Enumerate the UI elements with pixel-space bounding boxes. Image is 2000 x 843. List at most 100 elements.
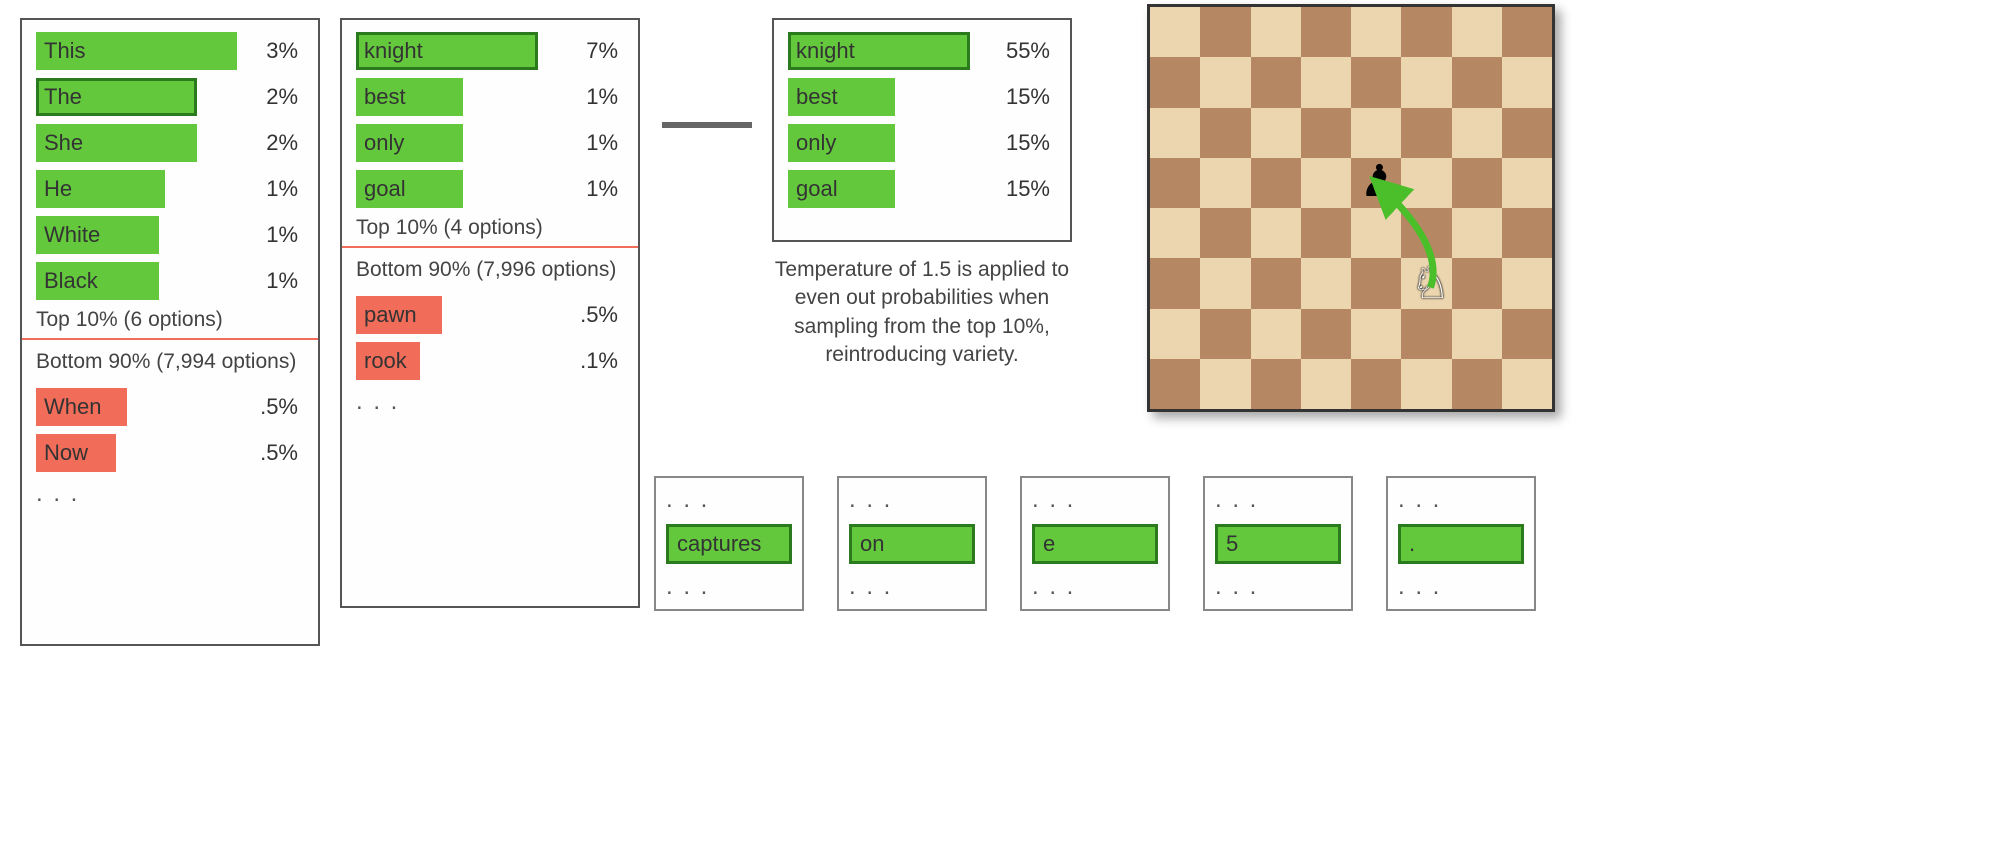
bar-label: best bbox=[788, 78, 895, 116]
chess-square bbox=[1502, 258, 1552, 308]
chess-square bbox=[1351, 108, 1401, 158]
chess-square bbox=[1351, 359, 1401, 409]
bar-row: only15% bbox=[788, 124, 1056, 162]
chess-square bbox=[1200, 7, 1250, 57]
chess-square bbox=[1452, 57, 1502, 107]
chess-square bbox=[1452, 158, 1502, 208]
chess-square bbox=[1452, 208, 1502, 258]
bar-row: knight7% bbox=[356, 32, 624, 70]
chess-square bbox=[1301, 158, 1351, 208]
chess-piece: ♟ bbox=[1354, 160, 1406, 212]
bar-label: knight bbox=[788, 32, 970, 70]
ellipsis: . . . bbox=[1398, 573, 1524, 601]
chess-square bbox=[1150, 258, 1200, 308]
chess-square bbox=[1251, 108, 1301, 158]
chess-square bbox=[1301, 57, 1351, 107]
bar-pct: 7% bbox=[586, 38, 618, 64]
chess-square bbox=[1452, 258, 1502, 308]
bar-row: White 1% bbox=[36, 216, 304, 254]
ellipsis: . . . bbox=[849, 573, 975, 601]
chess-square bbox=[1200, 309, 1250, 359]
top-pct-label: Top 10% (4 options) bbox=[356, 216, 624, 240]
probability-panel-1: This3%The2%She2%He1%White1%Black1%Top 10… bbox=[20, 18, 320, 646]
chess-square bbox=[1251, 208, 1301, 258]
bar-label: Black bbox=[36, 262, 159, 300]
token-label: on bbox=[849, 524, 975, 564]
chess-square bbox=[1401, 158, 1451, 208]
chess-square bbox=[1251, 309, 1301, 359]
chess-square bbox=[1251, 7, 1301, 57]
bar-label: best bbox=[356, 78, 463, 116]
bar-label: pawn bbox=[356, 296, 442, 334]
token-card: . . .5. . . bbox=[1203, 476, 1353, 611]
bar-label: only bbox=[356, 124, 463, 162]
bar-row: best 15% bbox=[788, 78, 1056, 116]
bottom-pct-label: Bottom 90% (7,994 options) bbox=[36, 350, 304, 374]
chess-square bbox=[1351, 57, 1401, 107]
ellipsis: . . . bbox=[1215, 486, 1341, 514]
bar-pct: 1% bbox=[266, 176, 298, 202]
chess-square bbox=[1301, 258, 1351, 308]
chess-square bbox=[1251, 258, 1301, 308]
ellipsis: . . . bbox=[1398, 486, 1524, 514]
bar-pct: 2% bbox=[266, 84, 298, 110]
chess-square bbox=[1452, 7, 1502, 57]
chess-square bbox=[1401, 57, 1451, 107]
token-label: e bbox=[1032, 524, 1158, 564]
ellipsis: . . . bbox=[356, 388, 624, 416]
chess-square bbox=[1301, 359, 1351, 409]
arrow-connector bbox=[662, 122, 752, 128]
bar-pct: 1% bbox=[586, 84, 618, 110]
bar-pct: .5% bbox=[260, 394, 298, 420]
bar-pct: 1% bbox=[266, 222, 298, 248]
chess-square bbox=[1150, 108, 1200, 158]
chess-square bbox=[1251, 158, 1301, 208]
chess-square bbox=[1150, 57, 1200, 107]
bar-pct: 2% bbox=[266, 130, 298, 156]
chess-square bbox=[1502, 359, 1552, 409]
ellipsis: . . . bbox=[36, 480, 304, 508]
token-card: . . .e. . . bbox=[1020, 476, 1170, 611]
bar-label: goal bbox=[356, 170, 463, 208]
bar-row: When.5% bbox=[36, 388, 304, 426]
chess-square bbox=[1401, 7, 1451, 57]
chess-square bbox=[1150, 309, 1200, 359]
bar-row: goal15% bbox=[788, 170, 1056, 208]
bar-pct: .5% bbox=[580, 302, 618, 328]
chess-square bbox=[1150, 7, 1200, 57]
chess-square bbox=[1351, 309, 1401, 359]
bar-pct: 1% bbox=[586, 130, 618, 156]
token-card: . . ... . . bbox=[1386, 476, 1536, 611]
bar-pct: 15% bbox=[1006, 130, 1050, 156]
chess-square bbox=[1200, 108, 1250, 158]
chess-square bbox=[1502, 7, 1552, 57]
bar-label: goal bbox=[788, 170, 895, 208]
chessboard: ♟♘ bbox=[1147, 4, 1555, 412]
chess-square bbox=[1401, 208, 1451, 258]
bar-pct: .1% bbox=[580, 348, 618, 374]
chess-square bbox=[1200, 359, 1250, 409]
bar-label: Now bbox=[36, 434, 116, 472]
bar-label: He bbox=[36, 170, 165, 208]
chess-square bbox=[1200, 258, 1250, 308]
chess-square bbox=[1251, 359, 1301, 409]
bar-pct: 1% bbox=[266, 268, 298, 294]
bar-pct: 3% bbox=[266, 38, 298, 64]
bar-label: rook bbox=[356, 342, 420, 380]
divider bbox=[22, 338, 318, 340]
chess-square bbox=[1150, 158, 1200, 208]
bar-label: White bbox=[36, 216, 159, 254]
chess-square bbox=[1150, 359, 1200, 409]
bar-pct: 15% bbox=[1006, 84, 1050, 110]
bar-row: only 1% bbox=[356, 124, 624, 162]
chess-square bbox=[1401, 309, 1451, 359]
chess-square bbox=[1452, 359, 1502, 409]
chess-square bbox=[1502, 108, 1552, 158]
chess-square bbox=[1502, 208, 1552, 258]
chess-square bbox=[1401, 359, 1451, 409]
chess-square bbox=[1301, 108, 1351, 158]
chess-square bbox=[1351, 7, 1401, 57]
ellipsis: . . . bbox=[666, 573, 792, 601]
bar-pct: 1% bbox=[586, 176, 618, 202]
chess-square bbox=[1200, 158, 1250, 208]
